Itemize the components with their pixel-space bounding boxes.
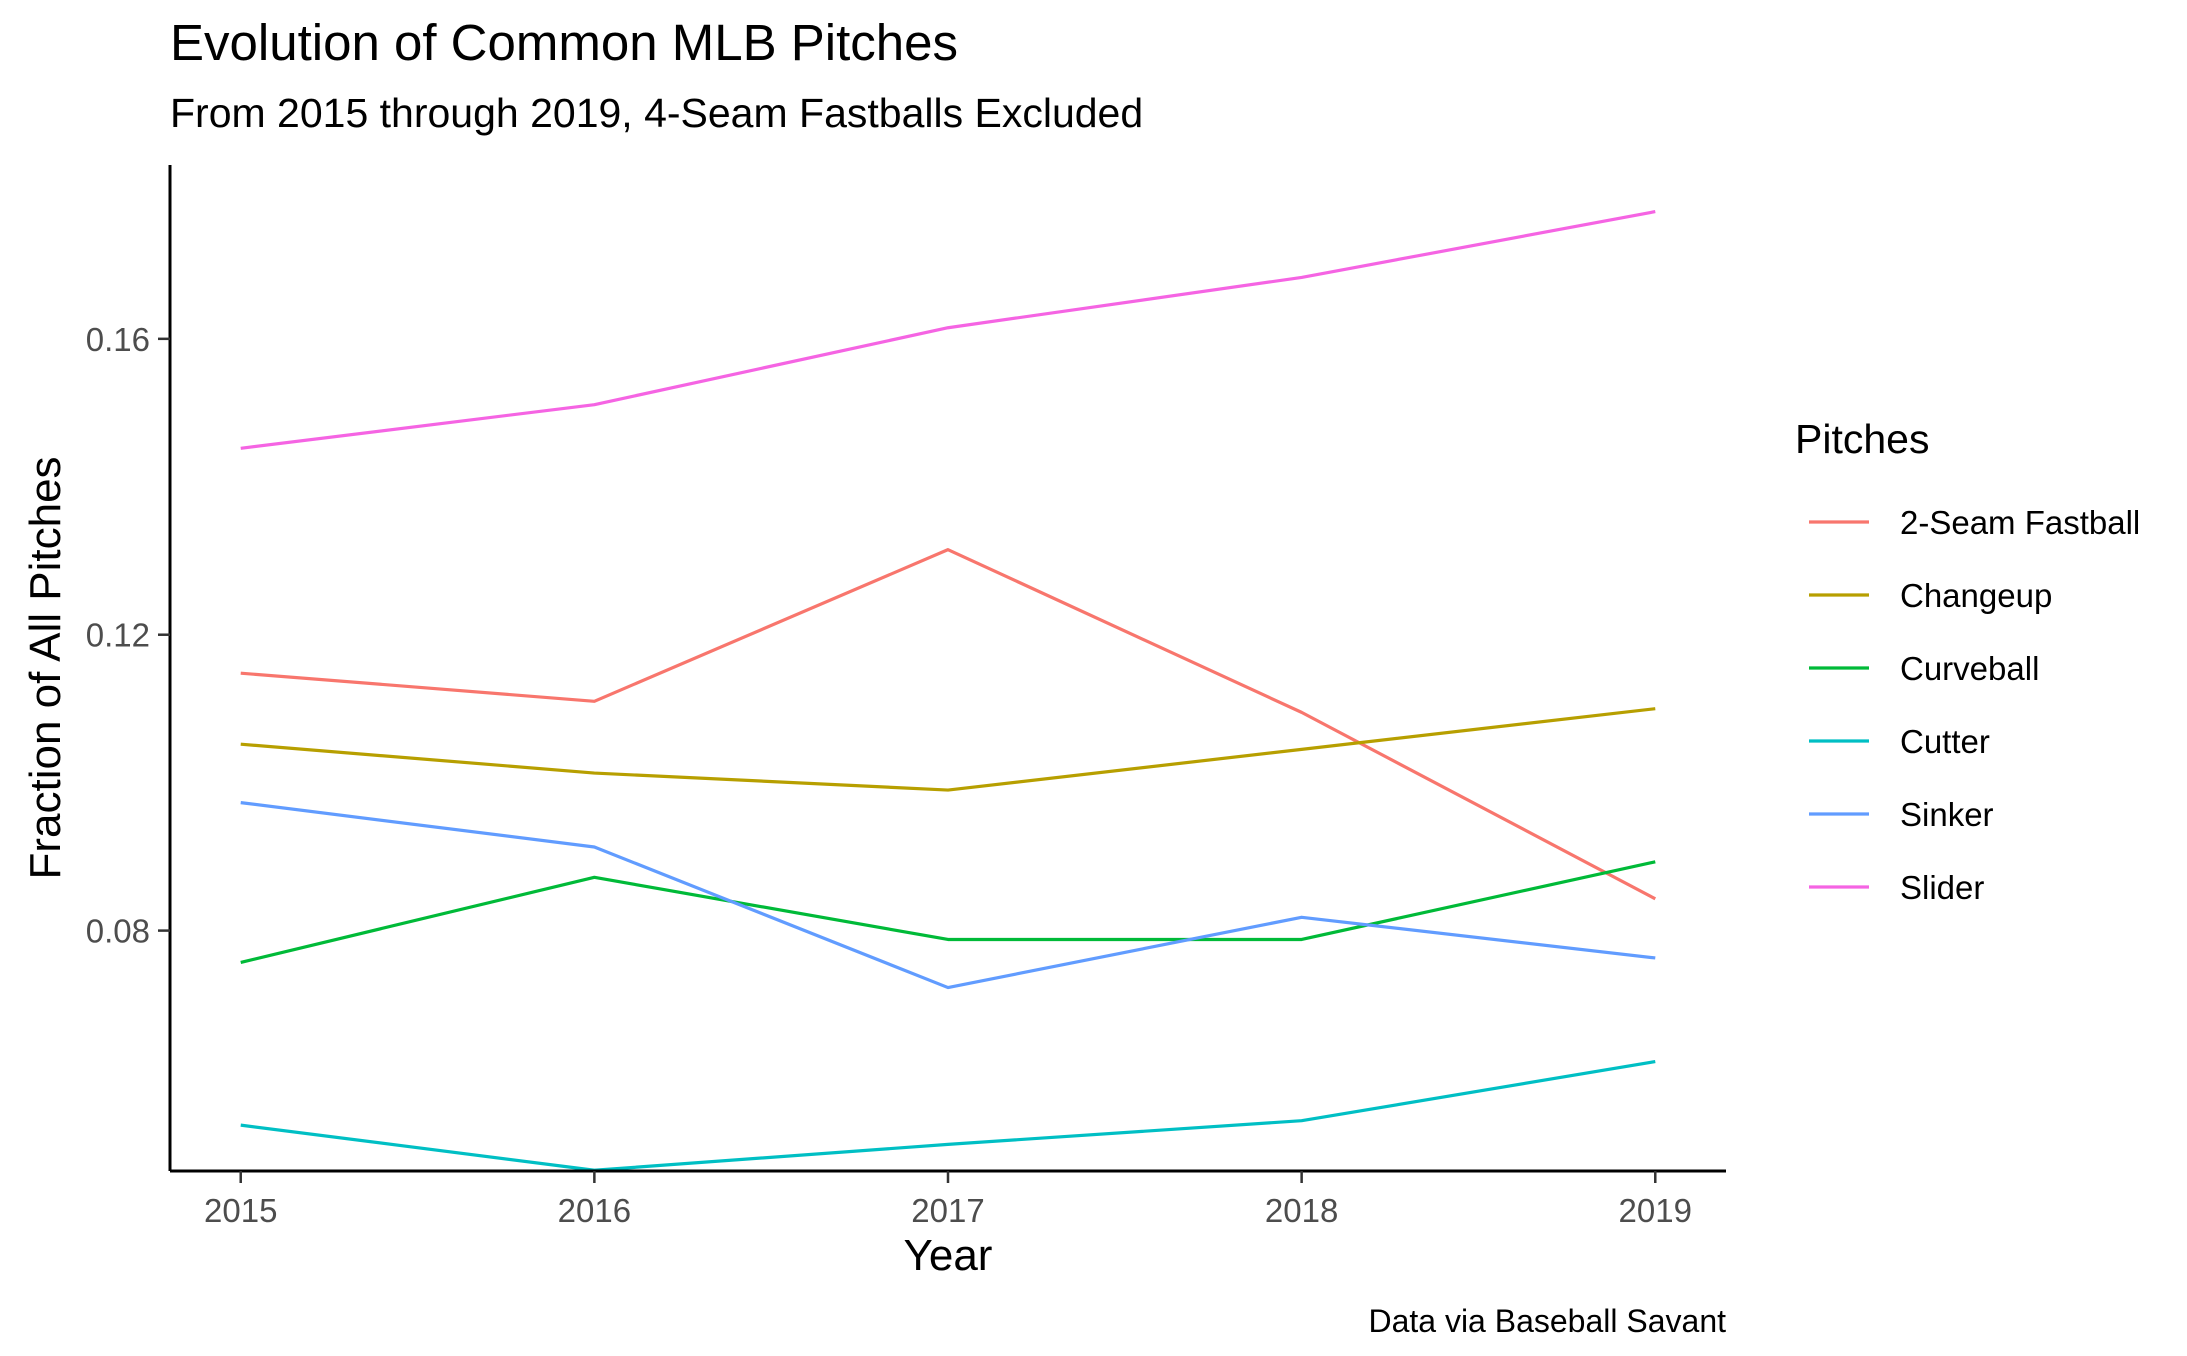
y-tick-label: 0.16	[86, 321, 150, 358]
x-tick-label: 2016	[558, 1192, 631, 1229]
plot-area	[240, 210, 1657, 1172]
series-line-slider	[240, 210, 1656, 450]
series-line-2-seam-fastball	[240, 548, 1657, 901]
x-axis-title: Year	[904, 1231, 993, 1280]
y-tick-label: 0.08	[86, 913, 150, 950]
y-tick-label: 0.12	[86, 617, 150, 654]
series-line-curveball	[240, 860, 1656, 964]
legend: Pitches 2-Seam Fastball Changeup Curveball…	[1795, 416, 2140, 906]
x-tick-label: 2019	[1619, 1192, 1692, 1229]
x-tick-label: 2017	[911, 1192, 984, 1229]
chart-caption: Data via Baseball Savant	[1368, 1303, 1726, 1339]
legend-label-changeup: Changeup	[1900, 577, 2052, 614]
legend-label-slider: Slider	[1900, 869, 1984, 906]
legend-label-sinker: Sinker	[1900, 796, 1994, 833]
legend-label-curveball: Curveball	[1900, 650, 2039, 687]
x-axis-ticks: 2015 2016 2017 2018 2019	[204, 1171, 1692, 1229]
chart-subtitle: From 2015 through 2019, 4-Seam Fastballs…	[170, 90, 1143, 136]
legend-label-2-seam-fastball: 2-Seam Fastball	[1900, 504, 2140, 541]
series-line-changeup	[240, 707, 1656, 792]
x-tick-label: 2018	[1265, 1192, 1338, 1229]
y-axis-title: Fraction of All Pitches	[21, 456, 70, 879]
y-axis-ticks: 0.08 0.12 0.16	[86, 321, 170, 950]
series-line-cutter	[240, 1059, 1656, 1172]
chart-title: Evolution of Common MLB Pitches	[170, 14, 958, 71]
series-line-sinker	[240, 801, 1656, 990]
x-tick-label: 2015	[204, 1192, 277, 1229]
legend-title: Pitches	[1795, 416, 1929, 462]
legend-label-cutter: Cutter	[1900, 723, 1990, 760]
